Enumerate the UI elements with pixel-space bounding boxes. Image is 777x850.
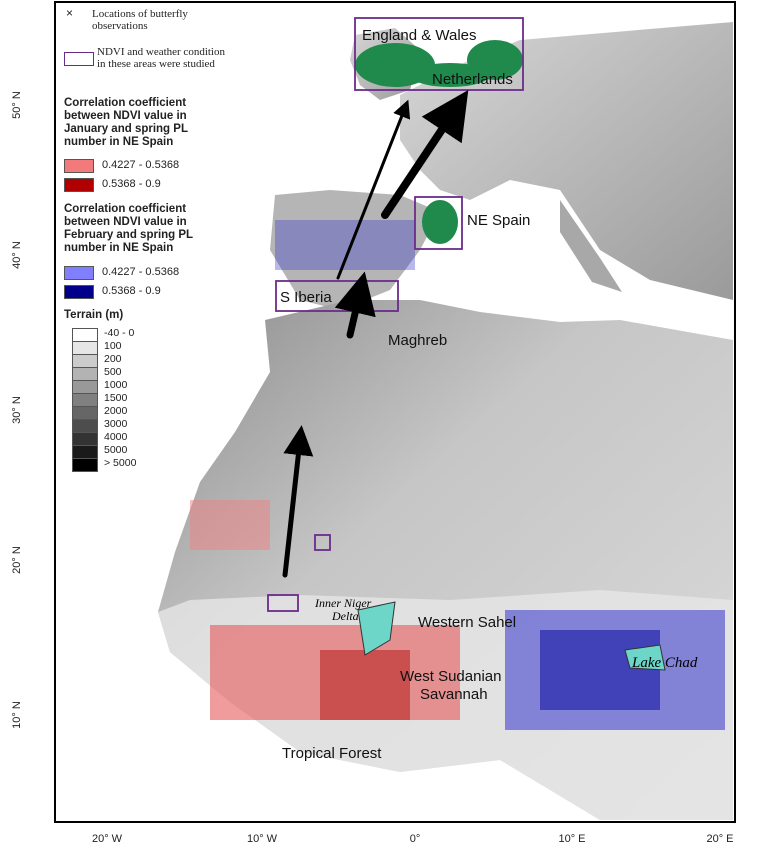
legend-title: Correlation coefficient between NDVI val… — [64, 203, 193, 254]
axis-label: 10° E — [558, 833, 585, 845]
legend-text: 1500 — [104, 392, 128, 404]
region-label: Maghreb — [388, 332, 447, 349]
region-label: Western Sahel — [418, 614, 516, 631]
legend-text: 0.5368 - 0.9 — [102, 178, 161, 190]
longitude-labels: 20° W 10° W 0° 10° E 20° E — [92, 833, 734, 845]
observation-marker: × — [66, 6, 74, 20]
axis-label: 20° N — [11, 546, 23, 574]
legend-text: 1000 — [104, 379, 128, 391]
axis-label: 40° N — [11, 241, 23, 269]
legend-swatch — [64, 285, 94, 299]
axis-label: 20° E — [706, 833, 733, 845]
legend-swatch — [72, 445, 98, 459]
legend-swatch — [72, 341, 98, 355]
region-label: Lake Chad — [631, 655, 698, 671]
legend-text: 0.5368 - 0.9 — [102, 285, 161, 297]
legend-swatch — [72, 406, 98, 420]
observation-clusters — [355, 40, 523, 244]
axis-label: 10° W — [247, 833, 278, 845]
axis-label: 20° W — [92, 833, 123, 845]
axis-label: 30° N — [11, 396, 23, 424]
inner-niger-delta — [357, 601, 396, 656]
legend-text: > 5000 — [104, 457, 137, 469]
legend-text: Locations of butterfly observations — [92, 8, 188, 32]
legend-text: 100 — [104, 340, 122, 352]
legend-swatch — [72, 432, 98, 446]
region-label: S Iberia — [280, 289, 332, 306]
legend-text: -40 - 0 — [104, 327, 135, 339]
correlation-patches — [190, 220, 725, 730]
axis-label: 50° N — [11, 91, 23, 119]
region-label: Delta — [331, 609, 359, 623]
axis-label: 0° — [410, 833, 421, 845]
region-label: NE Spain — [467, 212, 530, 229]
latitude-labels: 50° N 40° N 30° N 20° N 10° N — [11, 91, 23, 729]
legend-swatch — [64, 159, 94, 173]
region-label: Tropical Forest — [282, 745, 382, 762]
region-label: Savannah — [420, 686, 488, 703]
region-labels: England & Wales Netherlands NE Spain S I… — [280, 27, 698, 762]
legend-text: 0.4227 - 0.5368 — [102, 159, 180, 171]
region-label: Netherlands — [432, 71, 513, 88]
legend-title: Correlation coefficient between NDVI val… — [64, 97, 188, 148]
legend-swatch — [72, 367, 98, 381]
legend-swatch — [72, 354, 98, 368]
legend-swatch — [72, 393, 98, 407]
region-label: England & Wales — [362, 27, 477, 44]
migration-arrows — [282, 90, 469, 578]
legend-text: 5000 — [104, 444, 128, 456]
legend-text: NDVI and weather condition in these area… — [97, 46, 225, 70]
legend-swatch — [72, 458, 98, 472]
legend-swatch — [64, 52, 94, 66]
legend-swatch — [64, 178, 94, 192]
legend-text: 4000 — [104, 431, 128, 443]
lake-chad — [624, 644, 666, 671]
region-label: West Sudanian — [400, 668, 501, 685]
legend-title: Terrain (m) — [64, 309, 124, 321]
axis-label: 10° N — [11, 701, 23, 729]
legend-swatch — [64, 266, 94, 280]
legend-text: 2000 — [104, 405, 128, 417]
legend-text: 200 — [104, 353, 122, 365]
legend-text: 0.4227 - 0.5368 — [102, 266, 180, 278]
legend-swatch — [72, 419, 98, 433]
legend-swatch — [72, 380, 98, 394]
region-label: Inner Niger — [314, 596, 372, 610]
legend-text: 3000 — [104, 418, 128, 430]
legend-swatch — [72, 328, 98, 342]
legend-text: 500 — [104, 366, 122, 378]
